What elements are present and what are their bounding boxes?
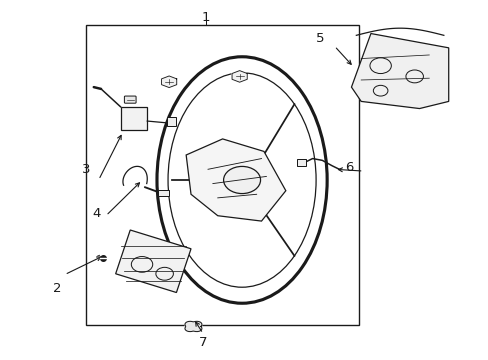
Polygon shape xyxy=(116,230,191,293)
Text: 4: 4 xyxy=(92,207,100,220)
Bar xyxy=(296,159,305,166)
Polygon shape xyxy=(184,321,202,332)
Bar xyxy=(158,190,169,196)
Text: 3: 3 xyxy=(82,163,91,176)
Text: 1: 1 xyxy=(201,11,209,24)
Bar xyxy=(86,24,358,325)
Text: 6: 6 xyxy=(344,161,352,174)
Polygon shape xyxy=(186,139,285,221)
Polygon shape xyxy=(351,33,448,109)
Circle shape xyxy=(223,166,260,194)
FancyBboxPatch shape xyxy=(124,96,136,103)
Bar xyxy=(120,107,147,130)
Bar xyxy=(166,117,176,126)
Polygon shape xyxy=(232,71,247,82)
Text: 2: 2 xyxy=(53,283,61,296)
Polygon shape xyxy=(161,76,176,87)
Text: 5: 5 xyxy=(315,32,324,45)
Text: 7: 7 xyxy=(199,336,207,349)
